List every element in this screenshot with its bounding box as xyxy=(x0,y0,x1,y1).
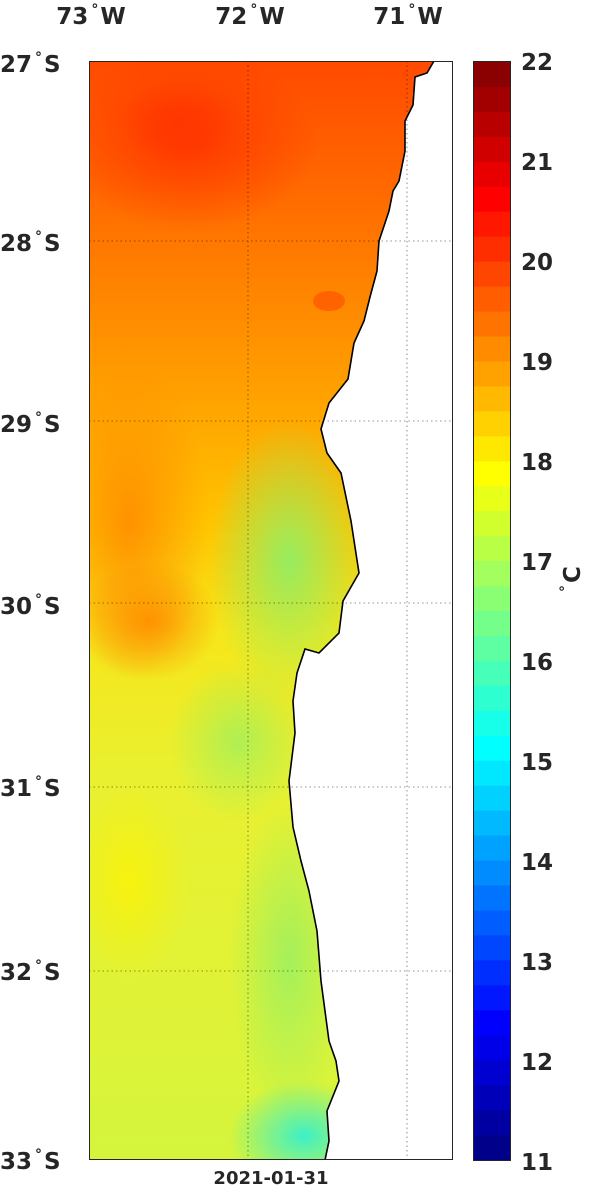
colorbar-band xyxy=(474,885,510,912)
lat-label-30s: 30 °S xyxy=(0,592,61,620)
colorbar-band xyxy=(474,760,510,787)
map-date: 2021-01-31 xyxy=(213,1168,329,1189)
colorbar-tick-22: 22 xyxy=(521,50,554,76)
colorbar-band xyxy=(474,810,510,837)
colorbar-tick-21: 21 xyxy=(521,150,554,176)
colorbar-band xyxy=(474,1110,510,1136)
colorbar-band xyxy=(474,660,510,687)
colorbar-band xyxy=(474,586,510,612)
lat-label-28s: 28 °S xyxy=(0,229,61,257)
lat-label-29s: 29 °S xyxy=(0,410,61,438)
colorbar-band xyxy=(474,411,510,437)
colorbar-band xyxy=(474,161,510,188)
colorbar-tick-16: 16 xyxy=(521,650,554,676)
colorbar-tick-11: 11 xyxy=(521,1150,554,1176)
sst-map xyxy=(89,61,453,1160)
colorbar-band xyxy=(474,860,510,887)
map-grid xyxy=(89,61,453,1160)
colorbar-band xyxy=(474,436,510,462)
colorbar-band xyxy=(474,1060,510,1086)
colorbar-band xyxy=(474,536,510,562)
colorbar-band xyxy=(474,710,510,737)
colorbar-tick-20: 20 xyxy=(521,250,554,276)
colorbar-band xyxy=(474,511,510,537)
colorbar-band xyxy=(474,311,510,338)
colorbar-tick-18: 18 xyxy=(521,450,554,476)
colorbar-tick-15: 15 xyxy=(521,750,554,776)
colorbar-band xyxy=(474,136,510,163)
colorbar-tick-13: 13 xyxy=(521,950,554,976)
colorbar-tick-19: 19 xyxy=(521,350,554,376)
colorbar-band xyxy=(474,62,510,88)
colorbar-band xyxy=(474,336,510,363)
colorbar-band xyxy=(474,611,510,637)
colorbar-scale xyxy=(474,62,510,1161)
colorbar-band xyxy=(474,111,510,138)
colorbar-band xyxy=(474,386,510,412)
colorbar-band xyxy=(474,86,510,113)
colorbar-band xyxy=(474,1135,510,1161)
colorbar-tick-12: 12 xyxy=(521,1050,554,1076)
colorbar-band xyxy=(474,785,510,812)
colorbar-band xyxy=(474,286,510,313)
colorbar-unit-label: °C xyxy=(558,566,586,592)
colorbar-band xyxy=(474,1035,510,1061)
colorbar-band xyxy=(474,211,510,238)
colorbar-band xyxy=(474,486,510,512)
colorbar-band xyxy=(474,1085,510,1111)
colorbar-tick-14: 14 xyxy=(521,850,554,876)
colorbar-band xyxy=(474,985,510,1011)
lon-label-71w: 71 °W xyxy=(373,2,443,30)
colorbar-band xyxy=(474,935,510,961)
lat-label-27s: 27 °S xyxy=(0,50,61,78)
colorbar-band xyxy=(474,261,510,288)
colorbar-band xyxy=(474,685,510,712)
colorbar-band xyxy=(474,461,510,487)
colorbar-band xyxy=(474,236,510,263)
colorbar-band xyxy=(474,561,510,587)
colorbar-band xyxy=(474,361,510,387)
lon-label-73w: 73 °W xyxy=(56,2,126,30)
map-border xyxy=(89,61,453,1160)
colorbar-band xyxy=(474,1010,510,1036)
coastline xyxy=(288,61,435,1160)
lat-label-31s: 31 °S xyxy=(0,774,61,802)
colorbar-band xyxy=(474,635,510,662)
colorbar-band xyxy=(474,735,510,762)
colorbar-band xyxy=(474,910,510,936)
sst-map-panel xyxy=(89,61,453,1160)
lat-label-33s: 33 °S xyxy=(0,1147,61,1175)
lon-label-72w: 72 °W xyxy=(215,2,285,30)
colorbar-band xyxy=(474,835,510,862)
colorbar xyxy=(473,61,511,1161)
colorbar-band xyxy=(474,186,510,213)
colorbar-tick-17: 17 xyxy=(521,550,554,576)
colorbar-band xyxy=(474,960,510,986)
lat-label-32s: 32 °S xyxy=(0,958,61,986)
